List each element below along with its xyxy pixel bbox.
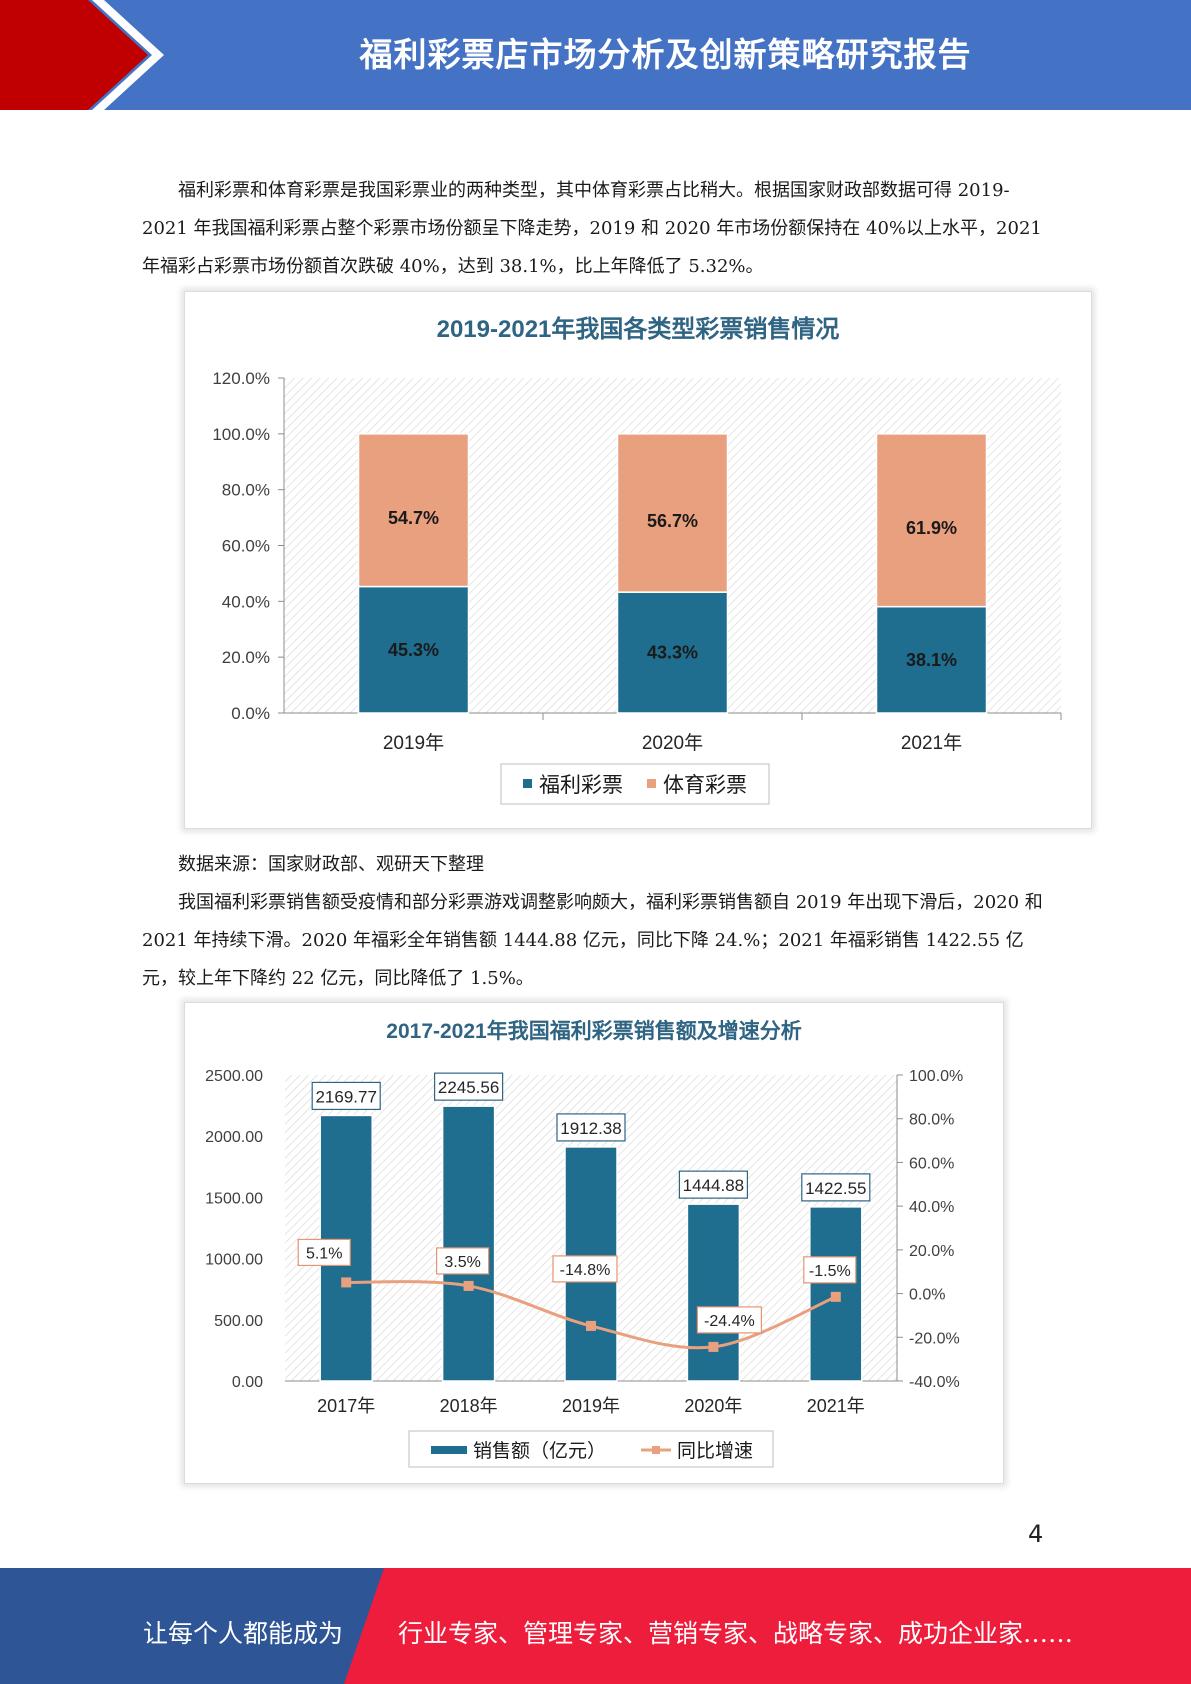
legend-swatch-marker — [652, 1446, 660, 1454]
data-label: 54.7% — [388, 508, 439, 528]
legend-swatch-bar — [431, 1446, 467, 1454]
page-footer: 让每个人都能成为 行业专家、管理专家、营销专家、战略专家、成功企业家…… — [0, 1568, 1191, 1684]
share-chart-frame: 2019-2021年我国各类型彩票销售情况 0.0% 20.0% 40.0% 60.0… — [184, 291, 1092, 829]
bar-value-label: 1422.55 — [805, 1179, 866, 1198]
data-label: 45.3% — [388, 640, 439, 660]
point-value-label: -1.5% — [809, 1263, 851, 1280]
x-tick-label: 2019年 — [383, 732, 444, 754]
bar-value-label: 1444.88 — [683, 1176, 744, 1195]
bar-value-label: 1912.38 — [560, 1119, 621, 1138]
bar-label-box — [678, 1170, 748, 1199]
growth-point — [341, 1277, 352, 1288]
x-tick-label: 2017年 — [317, 1396, 375, 1416]
y-tick-label: 60.0% — [222, 537, 270, 556]
point-value-label: -14.8% — [560, 1262, 611, 1279]
data-label: 43.3% — [647, 643, 698, 663]
y-left-tick-label: 1000.00 — [205, 1252, 263, 1269]
y-tick-label: 120.0% — [212, 369, 270, 388]
y-left-tick-label: 1500.00 — [205, 1190, 263, 1207]
y-left-tick-label: 500.00 — [214, 1313, 263, 1330]
bar-label-box — [434, 1072, 504, 1101]
chart-title: 2017-2021年我国福利彩票销售额及增速分析 — [386, 1019, 801, 1043]
bar-label-box — [556, 1113, 626, 1142]
intro-paragraph: 福利彩票和体育彩票是我国彩票业的两种类型，其中体育彩票占比稍大。根据国家财政部数… — [142, 180, 1042, 277]
point-value-label: -24.4% — [704, 1313, 755, 1330]
bar-segment — [357, 585, 470, 714]
sales-combo-chart: 2017-2021年我国福利彩票销售额及增速分析 0.00 500.00 1000.… — [205, 1019, 963, 1468]
bar-label-box — [801, 1173, 871, 1202]
y-tick-label: 0.0% — [231, 704, 270, 723]
growth-point — [708, 1341, 719, 1352]
bar-segment — [875, 433, 988, 608]
y-right-tick-label: 80.0% — [909, 1112, 954, 1129]
bar-value-label: 2245.56 — [438, 1078, 499, 1097]
sales-bar — [686, 1203, 741, 1382]
x-tick-label: 2020年 — [642, 732, 703, 754]
point-label-box — [297, 1238, 351, 1267]
bar-segment — [616, 591, 729, 714]
page-number: 4 — [1028, 1520, 1044, 1548]
point-label-box — [552, 1255, 618, 1283]
y-tick-label: 100.0% — [212, 425, 270, 444]
chart-title: 2019-2021年我国各类型彩票销售情况 — [437, 315, 840, 343]
y-tick-label: 20.0% — [222, 648, 270, 667]
x-tick-label: 2018年 — [440, 1396, 498, 1416]
data-label: 56.7% — [647, 511, 698, 531]
y-tick-label: 40.0% — [222, 592, 270, 611]
bar-segment — [357, 433, 470, 588]
legend-box — [500, 763, 770, 805]
footer-slogan-left: 让每个人都能成为 — [143, 1619, 344, 1648]
legend-label: 销售额（亿元） — [473, 1440, 606, 1462]
y-right-tick-label: 100.0% — [909, 1068, 963, 1085]
y-right-tick-label: 0.0% — [909, 1287, 945, 1304]
legend-swatch — [523, 779, 532, 788]
data-label: 61.9% — [906, 518, 957, 538]
data-label: 38.1% — [906, 650, 957, 670]
bar-label-box — [311, 1081, 381, 1111]
legend-label: 体育彩票 — [663, 774, 747, 797]
share-stacked-bar-chart: 2019-2021年我国各类型彩票销售情况 0.0% 20.0% 40.0% 60.0… — [212, 315, 1062, 805]
growth-point — [830, 1291, 841, 1302]
data-source-note: 数据来源：国家财政部、观研天下整理 — [178, 854, 484, 875]
legend-label: 福利彩票 — [539, 774, 623, 797]
y-right-tick-label: -40.0% — [909, 1374, 960, 1391]
legend-swatch — [647, 779, 656, 788]
x-tick-label: 2019年 — [562, 1396, 620, 1416]
x-tick-label: 2021年 — [807, 1396, 865, 1416]
bar-segment — [875, 605, 988, 714]
point-value-label: 3.5% — [444, 1254, 480, 1271]
sales-paragraph: 我国福利彩票销售额受疫情和部分彩票游戏调整影响颇大，福利彩票销售额自 2019 … — [142, 892, 1043, 989]
sales-bar — [441, 1105, 496, 1382]
y-left-tick-label: 2000.00 — [205, 1129, 263, 1146]
y-tick-label: 80.0% — [222, 481, 270, 500]
x-tick-label: 2021年 — [901, 732, 962, 754]
y-right-tick-label: -20.0% — [909, 1330, 960, 1347]
x-tick-label: 2020年 — [684, 1396, 742, 1416]
growth-point — [463, 1280, 474, 1291]
point-value-label: 5.1% — [306, 1245, 342, 1262]
footer-slogan-right: 行业专家、管理专家、营销专家、战略专家、成功企业家…… — [398, 1619, 1074, 1648]
point-label-box — [696, 1306, 763, 1334]
header-arrow-decoration — [0, 0, 164, 110]
legend-box — [408, 1430, 774, 1468]
sales-chart-frame: 2017-2021年我国福利彩票销售额及增速分析 0.00 500.00 1000.… — [184, 1002, 1004, 1484]
point-label-box — [803, 1256, 857, 1284]
legend-label: 同比增速 — [677, 1440, 753, 1462]
header-title: 福利彩票店市场分析及创新策略研究报告 — [359, 35, 972, 74]
y-left-tick-label: 0.00 — [232, 1374, 263, 1391]
y-right-tick-label: 60.0% — [909, 1155, 954, 1172]
y-left-tick-label: 2500.00 — [205, 1068, 263, 1085]
bar-segment — [616, 433, 729, 593]
y-right-tick-label: 40.0% — [909, 1199, 954, 1216]
footer-background — [0, 1568, 1191, 1684]
page-header: 福利彩票店市场分析及创新策略研究报告 — [0, 0, 1191, 110]
point-label-box — [436, 1247, 490, 1275]
growth-point — [586, 1320, 596, 1331]
bar-value-label: 2169.77 — [315, 1087, 376, 1106]
y-right-tick-label: 20.0% — [909, 1243, 954, 1260]
